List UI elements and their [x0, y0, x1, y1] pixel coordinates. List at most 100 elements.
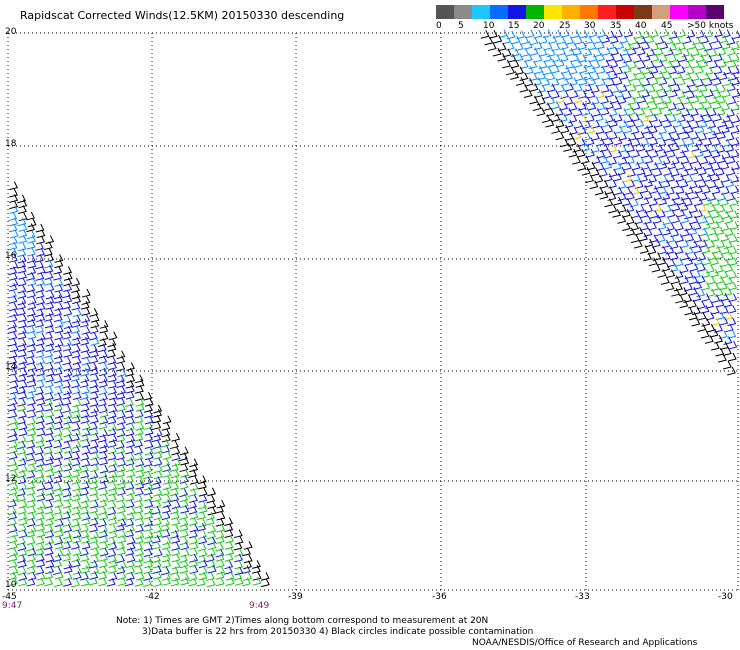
wind-barb: [152, 570, 162, 580]
wind-barb: [45, 283, 55, 293]
wind-barb: [713, 53, 723, 62]
wind-barb: [108, 482, 118, 492]
wind-barb: [63, 325, 73, 335]
wind-barb: [612, 209, 622, 218]
wind-barb: [90, 457, 100, 467]
wind-barb: [144, 409, 153, 419]
wind-barb: [658, 160, 668, 170]
wind-barb: [563, 107, 573, 117]
wind-barb: [144, 433, 153, 443]
wind-barb: [108, 404, 118, 414]
wind-barb: [632, 41, 641, 50]
wind-barb: [36, 367, 46, 377]
wind-barb: [591, 132, 600, 141]
wind-barb: [685, 186, 694, 195]
wind-barb: [640, 222, 649, 231]
wind-barb: [663, 71, 672, 80]
wind-barb: [726, 36, 736, 46]
wind-barb: [80, 494, 90, 504]
wind-barb: [134, 439, 144, 448]
wind-barb: [671, 191, 681, 201]
wind-barb: [8, 416, 18, 426]
wind-barb: [170, 481, 179, 491]
wind-barb: [26, 272, 36, 281]
wind-barb: [697, 311, 707, 321]
wind-barb: [117, 480, 127, 490]
wind-barb: [694, 209, 703, 219]
wind-barb: [667, 102, 677, 111]
wind-barb: [44, 517, 54, 527]
wind-barb: [26, 528, 36, 538]
wind-barb: [36, 397, 46, 406]
wind-barb: [224, 529, 234, 538]
wind-barb: [34, 254, 44, 263]
wind-barb: [43, 397, 53, 407]
wind-barb: [609, 118, 618, 128]
wind-barb: [153, 529, 163, 539]
wind-barb: [576, 138, 586, 147]
wind-barb: [26, 211, 35, 221]
wind-barb: [597, 29, 607, 38]
wind-barb: [44, 427, 54, 436]
wind-barb: [115, 440, 125, 450]
wind-barb: [634, 226, 644, 236]
wind-barb: [135, 403, 145, 412]
wind-barb: [715, 215, 725, 224]
wind-barb: [243, 572, 253, 581]
wind-barb: [71, 290, 81, 300]
wind-barb: [722, 29, 731, 39]
wind-barb: [720, 161, 730, 170]
wind-barb: [626, 143, 636, 153]
wind-barb: [35, 536, 45, 545]
wind-barb: [134, 512, 144, 521]
wind-barb: [9, 188, 18, 198]
wind-barb: [17, 301, 26, 310]
wind-barb: [684, 197, 693, 207]
wind-barb: [627, 168, 636, 178]
wind-barb: [225, 577, 235, 586]
wind-barb: [724, 323, 734, 333]
wind-barb: [99, 511, 109, 521]
wind-barb: [600, 132, 610, 141]
wind-barb: [613, 196, 623, 206]
wind-barb: [126, 536, 136, 545]
wind-barb: [642, 66, 651, 75]
wind-barb: [663, 84, 673, 93]
wind-barb: [71, 344, 81, 354]
wind-barb: [81, 326, 91, 335]
wind-barb: [506, 30, 516, 40]
wind-barb: [107, 548, 117, 558]
wind-barb: [679, 179, 689, 188]
wind-barb: [533, 41, 543, 51]
wind-barb: [720, 186, 730, 195]
wind-barb: [117, 529, 127, 539]
wind-barb: [684, 282, 693, 292]
wind-barb: [18, 499, 28, 509]
wind-barb: [135, 422, 145, 431]
wind-barb: [654, 47, 664, 57]
wind-barb: [689, 215, 699, 225]
wind-barb: [585, 174, 594, 184]
wind-barb: [26, 493, 36, 503]
wind-barb: [243, 560, 253, 570]
wind-barb: [633, 54, 643, 64]
wind-barb: [233, 529, 243, 539]
wind-barb: [54, 324, 64, 334]
wind-barb: [8, 540, 18, 550]
wind-barb: [639, 232, 648, 242]
wind-barb: [712, 126, 722, 136]
wind-barb: [613, 149, 623, 159]
wind-barb: [538, 48, 548, 57]
wind-barb: [581, 143, 590, 153]
wind-barb: [116, 362, 126, 372]
wind-barb: [641, 53, 651, 63]
wind-barb: [26, 325, 36, 335]
wind-barb: [135, 481, 145, 490]
wind-barb: [679, 264, 689, 274]
wind-barb: [71, 277, 81, 287]
wind-barb: [551, 42, 561, 52]
wind-barb: [62, 547, 72, 557]
wind-barb: [613, 186, 623, 196]
wind-barb: [52, 493, 62, 503]
wind-barb: [89, 535, 98, 545]
